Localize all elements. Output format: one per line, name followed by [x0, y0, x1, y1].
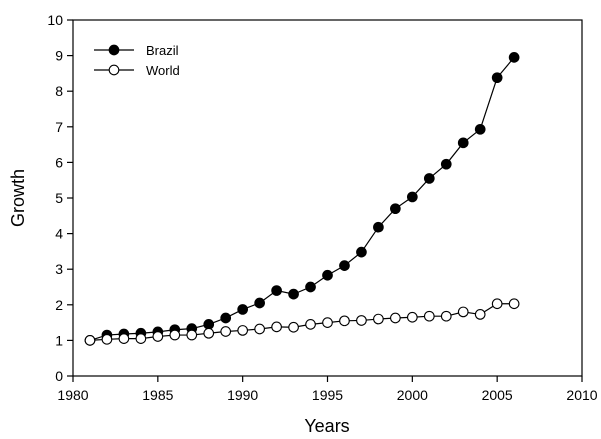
- data-point-brazil: [288, 288, 299, 300]
- data-point-world: [84, 335, 96, 346]
- data-point-world: [118, 333, 130, 344]
- x-axis-title: Years: [304, 416, 349, 436]
- data-point-world: [508, 298, 520, 310]
- x-tick-label: 1995: [312, 387, 343, 403]
- data-point-brazil: [339, 260, 350, 271]
- data-point-brazil: [254, 297, 265, 309]
- y-tick-label: 5: [55, 190, 63, 206]
- y-tick-label: 3: [55, 261, 63, 277]
- data-point-brazil: [491, 72, 503, 84]
- data-point-world: [186, 329, 198, 341]
- data-point-world: [373, 313, 384, 325]
- data-point-brazil: [390, 203, 401, 215]
- x-tick-label: 1980: [57, 387, 88, 403]
- data-point-brazil: [423, 173, 435, 184]
- data-point-world: [457, 306, 469, 318]
- x-tick-label: 2005: [482, 387, 513, 403]
- data-point-world: [390, 312, 401, 324]
- data-point-brazil: [220, 312, 232, 324]
- data-point-brazil: [237, 304, 249, 315]
- data-point-world: [339, 315, 350, 327]
- data-point-brazil: [457, 137, 469, 149]
- data-point-world: [356, 315, 367, 326]
- data-point-world: [271, 321, 282, 333]
- data-point-brazil: [474, 123, 486, 135]
- legend-label-world: World: [146, 63, 180, 78]
- data-point-brazil: [406, 191, 418, 203]
- data-point-world: [423, 310, 435, 322]
- legend-marker-world: [108, 64, 120, 76]
- y-tick-label: 7: [55, 119, 63, 135]
- series-line-brazil: [89, 56, 515, 341]
- data-point-world: [440, 310, 452, 322]
- data-point-brazil: [373, 221, 384, 233]
- data-point-world: [322, 317, 333, 328]
- data-point-world: [169, 329, 181, 341]
- data-point-world: [135, 333, 147, 344]
- y-tick-label: 0: [55, 368, 63, 384]
- data-point-world: [288, 321, 299, 333]
- x-tick-label: 2000: [397, 387, 428, 403]
- y-axis-title: Growth: [8, 169, 28, 227]
- data-point-world: [491, 298, 503, 310]
- data-point-world: [237, 325, 249, 336]
- data-point-brazil: [271, 285, 282, 296]
- data-point-brazil: [440, 158, 452, 170]
- legend-label-brazil: Brazil: [146, 43, 179, 58]
- data-point-world: [152, 331, 164, 342]
- y-tick-label: 8: [55, 83, 63, 99]
- y-tick-label: 4: [55, 226, 63, 242]
- x-tick-label: 1985: [142, 387, 173, 403]
- data-point-brazil: [508, 52, 520, 63]
- data-point-world: [406, 311, 418, 323]
- data-point-brazil: [322, 269, 333, 281]
- y-tick-label: 2: [55, 297, 63, 313]
- y-tick-label: 6: [55, 154, 63, 170]
- y-tick-label: 10: [47, 12, 63, 28]
- data-point-brazil: [305, 281, 316, 293]
- x-tick-label: 2010: [566, 387, 597, 403]
- legend-marker-brazil: [108, 44, 120, 56]
- x-tick-label: 1990: [227, 387, 258, 403]
- data-point-world: [474, 309, 486, 320]
- data-point-world: [254, 323, 265, 335]
- data-point-world: [203, 327, 215, 339]
- data-point-brazil: [203, 319, 215, 330]
- data-point-world: [101, 333, 113, 345]
- y-tick-label: 1: [55, 332, 63, 348]
- data-point-brazil: [356, 246, 367, 258]
- y-tick-label: 9: [55, 48, 63, 64]
- data-point-world: [305, 319, 316, 330]
- data-point-world: [220, 326, 232, 337]
